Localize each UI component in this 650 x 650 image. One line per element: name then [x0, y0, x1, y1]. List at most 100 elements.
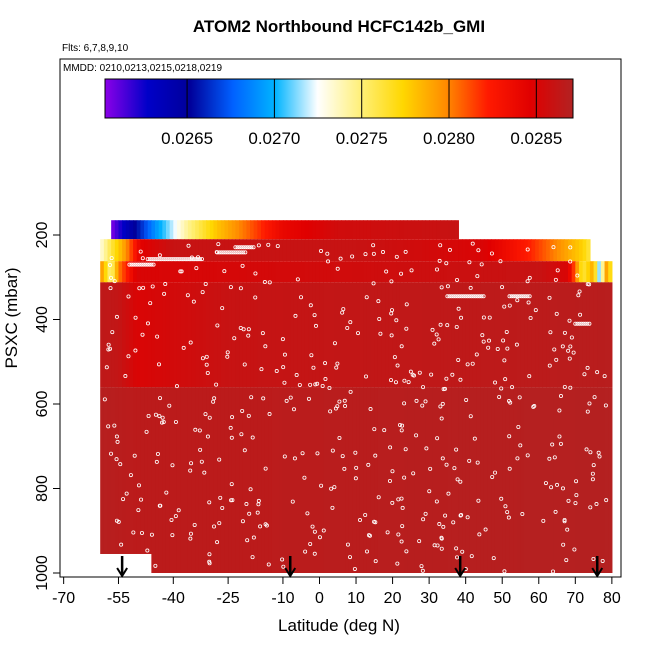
sample-point: [434, 332, 439, 337]
heatmap-cell: [293, 282, 299, 388]
heatmap-cell: [235, 220, 240, 240]
heatmap-cell: [315, 282, 321, 388]
heatmap-cell: [337, 261, 343, 283]
heatmap-cell: [151, 282, 156, 388]
heatmap-cell: [250, 261, 255, 283]
sample-point: [345, 542, 350, 547]
sample-point: [230, 415, 235, 420]
heatmap-cell: [147, 387, 152, 573]
sample-point: [153, 563, 158, 568]
sample-point: [204, 354, 209, 359]
sample-point: [231, 250, 236, 255]
heatmap-cell: [582, 282, 587, 388]
sample-point: [523, 294, 528, 299]
heatmap-cell: [209, 387, 215, 573]
x-tick-label: 40: [457, 590, 475, 607]
heatmap-cell: [542, 239, 547, 262]
heatmap-cell: [531, 239, 536, 262]
heatmap-cell: [103, 239, 109, 262]
heatmap-cell: [458, 282, 463, 388]
sample-point: [128, 473, 133, 478]
heatmap-cell: [209, 220, 215, 240]
sample-point: [308, 382, 313, 387]
heatmap-cell: [220, 239, 226, 262]
sample-point: [151, 257, 156, 262]
sample-point: [199, 459, 204, 464]
sample-point: [106, 342, 111, 347]
sample-point: [467, 294, 472, 299]
heatmap-cell: [195, 387, 200, 573]
sample-point: [200, 356, 205, 361]
sample-point: [408, 369, 413, 374]
sample-point: [452, 466, 457, 471]
sample-point: [502, 358, 507, 363]
sample-point: [547, 295, 552, 300]
heatmap-cell: [209, 261, 215, 283]
sample-point: [420, 403, 425, 408]
sample-point: [440, 401, 445, 406]
sample-points: [102, 241, 609, 574]
sample-point: [445, 323, 450, 328]
sample-point: [564, 558, 569, 563]
sample-point: [123, 374, 128, 379]
sample-point: [246, 333, 251, 338]
sample-point: [480, 333, 485, 338]
sample-point: [207, 552, 212, 557]
heatmap-cell: [315, 387, 321, 573]
heatmap-cell: [469, 261, 474, 283]
heatmap-cell: [381, 282, 386, 388]
heatmap-cell: [578, 282, 584, 388]
heatmap-cell: [403, 220, 408, 240]
sample-point: [137, 286, 142, 291]
heatmap-cell: [337, 282, 343, 388]
heatmap-cell: [440, 282, 445, 388]
sample-point: [525, 279, 530, 284]
heatmap-cell: [334, 387, 339, 573]
heatmap-cell: [118, 220, 123, 240]
sample-point: [220, 306, 225, 311]
heatmap-cell: [239, 261, 244, 283]
heatmap-cell: [443, 261, 449, 283]
heatmap-cell: [264, 220, 269, 240]
heatmap-cell: [608, 387, 613, 573]
heatmap-cell: [242, 387, 247, 573]
sample-point: [459, 315, 464, 320]
sample-point: [114, 434, 119, 439]
sample-point: [486, 345, 491, 350]
sample-point: [340, 310, 345, 315]
sample-point: [604, 498, 609, 503]
sample-point: [281, 564, 286, 569]
sample-point: [459, 513, 464, 518]
sample-point: [215, 540, 220, 545]
sample-point: [497, 394, 502, 399]
heatmap-cell: [279, 261, 284, 283]
heatmap-cell: [483, 282, 489, 388]
sample-point: [214, 382, 219, 387]
sample-point: [439, 546, 444, 551]
sample-point: [423, 399, 428, 404]
sample-point: [458, 377, 463, 382]
heatmap-cell: [217, 282, 222, 388]
sample-point: [153, 257, 158, 262]
flight-marker-arrowhead: [454, 567, 467, 578]
heatmap-cell: [348, 220, 353, 240]
sample-point: [445, 284, 450, 289]
heatmap-cell: [421, 261, 427, 283]
sample-point: [229, 482, 234, 487]
heatmap-cell: [516, 387, 522, 573]
heatmap-cell: [516, 239, 522, 262]
heatmap-cell: [264, 261, 269, 283]
heatmap-cell: [312, 387, 317, 573]
sample-point: [327, 386, 332, 391]
sample-point: [500, 285, 505, 290]
sample-point: [444, 261, 449, 266]
sample-point: [282, 380, 287, 385]
sample-point: [135, 262, 140, 267]
sample-point: [333, 406, 338, 411]
sample-point: [141, 262, 146, 267]
heatmap-cell: [505, 239, 511, 262]
sample-point: [424, 446, 429, 451]
sample-point: [585, 365, 590, 370]
sample-point: [207, 500, 212, 505]
heatmap-cell: [458, 261, 463, 283]
